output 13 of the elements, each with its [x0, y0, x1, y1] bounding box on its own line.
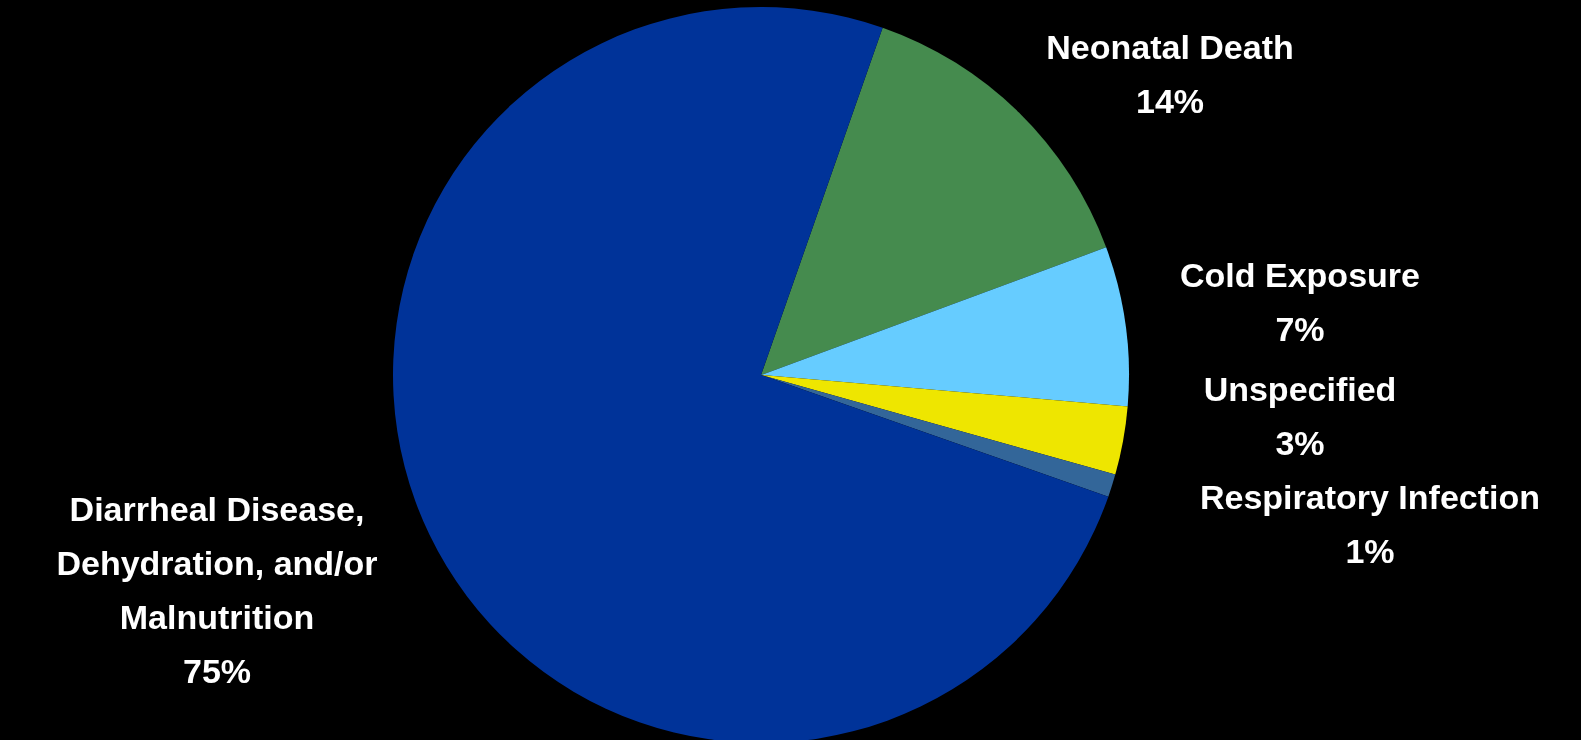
data-label: 3% — [1275, 423, 1325, 462]
pie-slice — [761, 375, 1128, 475]
pie-slice — [761, 375, 1116, 497]
slice-label: Respiratory Infection — [1199, 477, 1541, 516]
slice-label: Unspecified — [1203, 369, 1397, 408]
pie-slice — [761, 247, 1129, 407]
data-label: 75% — [182, 651, 252, 690]
slice-label: Cold Exposure — [1180, 255, 1420, 294]
data-label: 1% — [1345, 531, 1395, 570]
data-label: 14% — [1135, 81, 1205, 120]
slice-label: Neonatal Death — [1046, 27, 1294, 66]
data-label: 7% — [1275, 309, 1325, 348]
slice-label: Diarrheal Disease, Dehydration, and/or Malnutrition — [56, 489, 378, 636]
